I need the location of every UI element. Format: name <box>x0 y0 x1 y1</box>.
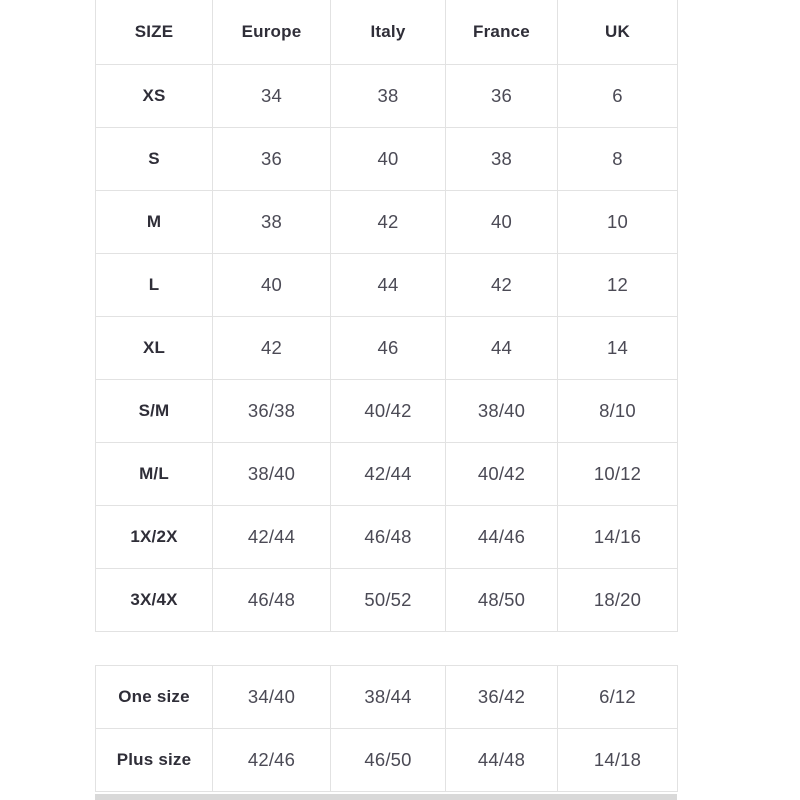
value-cell: 40/42 <box>445 441 558 506</box>
row-label-cell: 1X/2X <box>95 504 213 569</box>
value-cell: 14/18 <box>557 728 678 792</box>
value-cell: 38/40 <box>212 441 331 506</box>
row-label-cell: M <box>95 189 213 254</box>
value-cell: 42 <box>212 315 331 380</box>
value-cell: 40 <box>445 189 558 254</box>
value-cell: 42/46 <box>212 728 331 792</box>
column-header: UK <box>557 0 678 65</box>
value-cell: 8/10 <box>557 378 678 443</box>
value-cell: 14 <box>557 315 678 380</box>
value-cell: 46 <box>330 315 446 380</box>
table-row: 3X/4X 46/48 50/52 48/50 18/20 <box>95 567 678 632</box>
row-label-cell: Plus size <box>95 728 213 792</box>
value-cell: 40/42 <box>330 378 446 443</box>
value-cell: 42/44 <box>212 504 331 569</box>
value-cell: 14/16 <box>557 504 678 569</box>
row-label-cell: 3X/4X <box>95 567 213 632</box>
row-label-cell: XS <box>95 63 213 128</box>
row-label-cell: S/M <box>95 378 213 443</box>
value-cell: 18/20 <box>557 567 678 632</box>
table-row: XL 42 46 44 14 <box>95 315 678 380</box>
value-cell: 38 <box>330 63 446 128</box>
table-row: XS 34 38 36 6 <box>95 63 678 128</box>
column-header: France <box>445 0 558 65</box>
row-label-cell: XL <box>95 315 213 380</box>
table-row: S/M 36/38 40/42 38/40 8/10 <box>95 378 678 443</box>
table-row: S 36 40 38 8 <box>95 126 678 191</box>
table-row: Plus size 42/46 46/50 44/48 14/18 <box>95 728 678 792</box>
value-cell: 50/52 <box>330 567 446 632</box>
table-row: L 40 44 42 12 <box>95 252 678 317</box>
value-cell: 8 <box>557 126 678 191</box>
value-cell: 44 <box>330 252 446 317</box>
value-cell: 48/50 <box>445 567 558 632</box>
value-cell: 46/50 <box>330 728 446 792</box>
table-row: M 38 42 40 10 <box>95 189 678 254</box>
value-cell: 36 <box>212 126 331 191</box>
column-header: SIZE <box>95 0 213 65</box>
value-cell: 12 <box>557 252 678 317</box>
table-row: M/L 38/40 42/44 40/42 10/12 <box>95 441 678 506</box>
value-cell: 42/44 <box>330 441 446 506</box>
table-row: One size 34/40 38/44 36/42 6/12 <box>95 665 678 729</box>
value-cell: 44/46 <box>445 504 558 569</box>
value-cell: 38 <box>212 189 331 254</box>
value-cell: 46/48 <box>330 504 446 569</box>
row-label-cell: M/L <box>95 441 213 506</box>
table-row: 1X/2X 42/44 46/48 44/46 14/16 <box>95 504 678 569</box>
value-cell: 38/44 <box>330 665 446 729</box>
header-row: SIZE Europe Italy France UK <box>95 0 678 65</box>
value-cell: 34/40 <box>212 665 331 729</box>
value-cell: 44 <box>445 315 558 380</box>
value-cell: 36/38 <box>212 378 331 443</box>
value-cell: 40 <box>330 126 446 191</box>
value-cell: 42 <box>445 252 558 317</box>
value-cell: 38/40 <box>445 378 558 443</box>
value-cell: 38 <box>445 126 558 191</box>
row-label-cell: L <box>95 252 213 317</box>
column-header: Italy <box>330 0 446 65</box>
row-label-cell: One size <box>95 665 213 729</box>
value-cell: 6 <box>557 63 678 128</box>
row-label-cell: S <box>95 126 213 191</box>
bottom-divider <box>95 794 677 800</box>
value-cell: 40 <box>212 252 331 317</box>
value-cell: 34 <box>212 63 331 128</box>
value-cell: 46/48 <box>212 567 331 632</box>
column-header: Europe <box>212 0 331 65</box>
value-cell: 6/12 <box>557 665 678 729</box>
value-cell: 44/48 <box>445 728 558 792</box>
value-cell: 10 <box>557 189 678 254</box>
value-cell: 36/42 <box>445 665 558 729</box>
value-cell: 10/12 <box>557 441 678 506</box>
value-cell: 36 <box>445 63 558 128</box>
special-sizes-table: One size 34/40 38/44 36/42 6/12 Plus size 42/4… <box>95 665 678 792</box>
size-conversion-table: SIZE Europe Italy France UK XS 34 38 36 6 S 36 40 38… <box>95 0 678 632</box>
value-cell: 42 <box>330 189 446 254</box>
